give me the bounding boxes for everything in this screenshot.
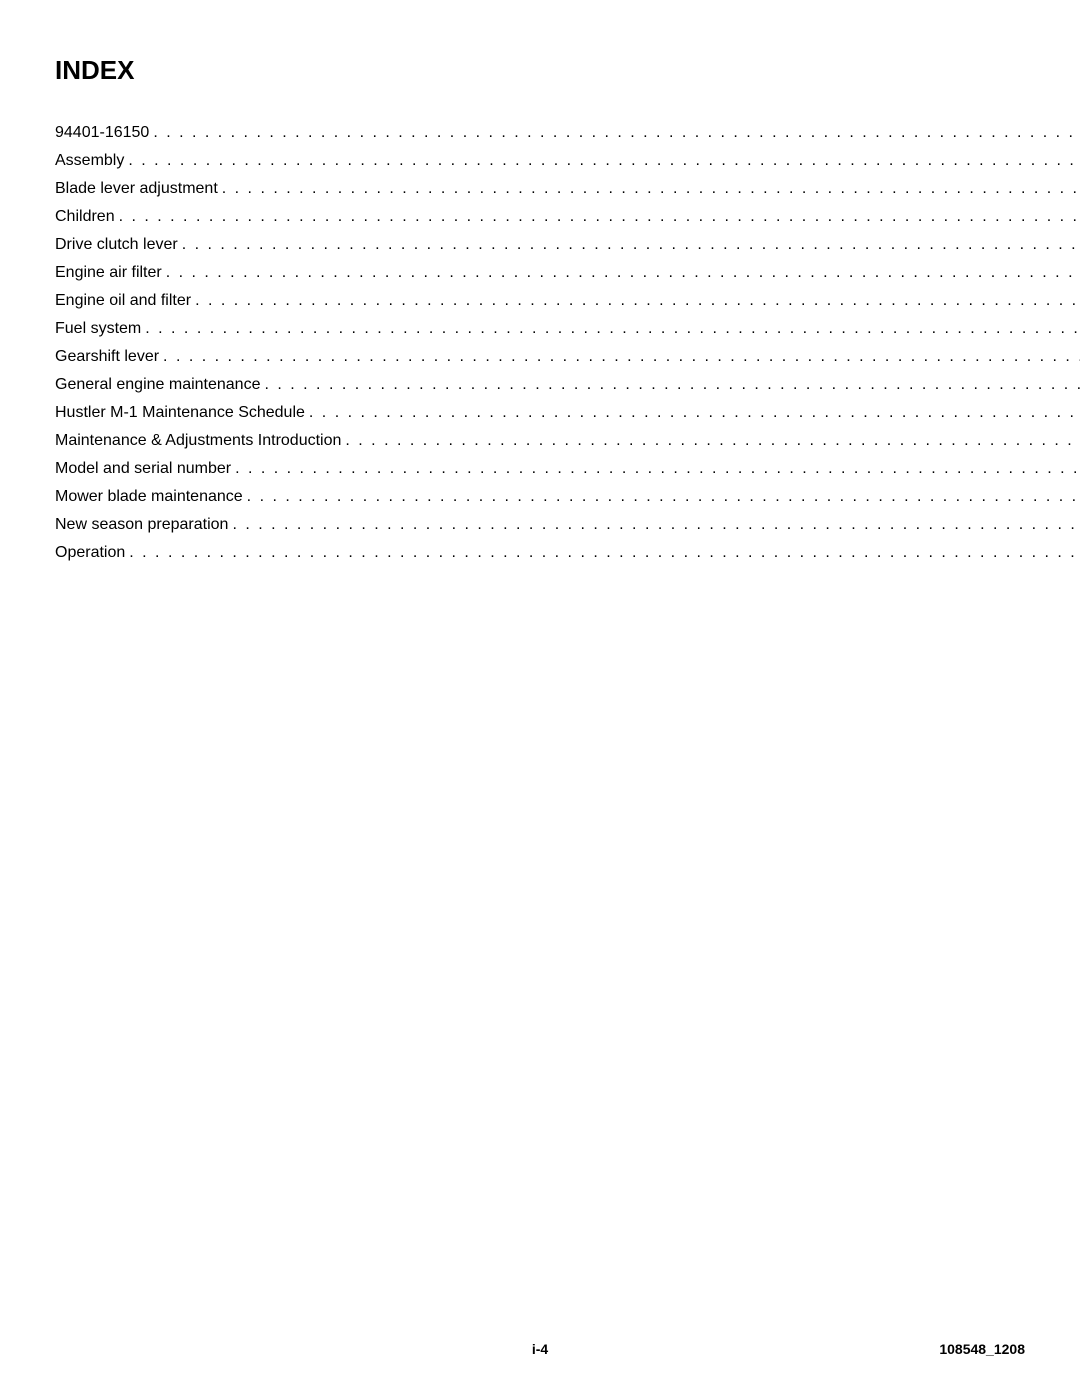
dot-leader (145, 321, 1080, 337)
dot-leader (128, 153, 1080, 169)
index-entry-label: Blade lever adjustment (55, 181, 218, 197)
dot-leader (232, 517, 1080, 533)
dot-leader (345, 433, 1080, 449)
index-entry-label: 94401-16150 (55, 125, 149, 141)
index-page: INDEX PAGE 94401-161506-5, 6-9 Assembly4-… (0, 0, 1080, 1397)
dot-leader (166, 265, 1080, 281)
index-entry: Children4-2 (55, 209, 1080, 225)
index-entry-label: Engine oil and filter (55, 293, 191, 309)
index-entry: Gearshift lever5-5 (55, 349, 1080, 365)
dot-leader (129, 545, 1080, 561)
index-entry-label: General engine maintenance (55, 377, 260, 393)
index-entry: Assembly4-3 (55, 153, 1080, 169)
footer-center: i-4 (532, 1341, 548, 1357)
footer-right: 108548_1208 (939, 1341, 1025, 1357)
column-heading-left: PAGE (55, 94, 1080, 115)
index-entry-label: Operation (55, 545, 125, 561)
index-entry: Blade lever adjustment5-4 (55, 181, 1080, 197)
index-entry: General engine maintenance5-3 (55, 377, 1080, 393)
dot-leader (119, 209, 1080, 225)
index-entry: Drive clutch lever5-4 (55, 237, 1080, 253)
dot-leader (195, 293, 1080, 309)
index-entry-label: Fuel system (55, 321, 141, 337)
index-entry-label: Maintenance & Adjustments Introduction (55, 433, 341, 449)
dot-leader (309, 405, 1080, 421)
index-entry-label: Mower blade maintenance (55, 489, 243, 505)
index-entry-label: Model and serial number (55, 461, 231, 477)
index-entry-label: Hustler M-1 Maintenance Schedule (55, 405, 305, 421)
dot-leader (235, 461, 1080, 477)
index-entry: Maintenance & Adjustments Introduction5-… (55, 433, 1080, 449)
page-title: INDEX (55, 55, 1025, 86)
index-entry: Mower blade maintenance5-3 (55, 489, 1080, 505)
index-entry-label: Assembly (55, 153, 124, 169)
index-entry-label: Engine air filter (55, 265, 162, 281)
page-footer: i-4 108548_1208 (55, 1341, 1025, 1357)
index-entry: Operation4-1, 4-8 (55, 545, 1080, 561)
index-entry: Engine air filter5-3 (55, 265, 1080, 281)
dot-leader (247, 489, 1080, 505)
dot-leader (163, 349, 1080, 365)
index-entry-label: New season preparation (55, 517, 228, 533)
index-entry-label: Children (55, 209, 115, 225)
index-entry: 94401-161506-5, 6-9 (55, 125, 1080, 141)
dot-leader (264, 377, 1080, 393)
index-columns: PAGE 94401-161506-5, 6-9Assembly4-3Blade… (55, 94, 1025, 573)
index-column-left: PAGE 94401-161506-5, 6-9 Assembly4-3 Blade… (55, 94, 1080, 573)
entries-left: 94401-161506-5, 6-9 Assembly4-3 Blade leve… (55, 125, 1080, 561)
index-entry: Model and serial number1-1 (55, 461, 1080, 477)
index-entry-label: Gearshift lever (55, 349, 159, 365)
index-entry: Fuel system5-2 (55, 321, 1080, 337)
dot-leader (153, 125, 1080, 141)
index-entry: Hustler M-1 Maintenance Schedule5-6 (55, 405, 1080, 421)
index-entry-label: Drive clutch lever (55, 237, 178, 253)
dot-leader (182, 237, 1080, 253)
dot-leader (222, 181, 1080, 197)
index-entry: Engine oil and filter5-2 (55, 293, 1080, 309)
index-entry: New season preparation5-7 (55, 517, 1080, 533)
